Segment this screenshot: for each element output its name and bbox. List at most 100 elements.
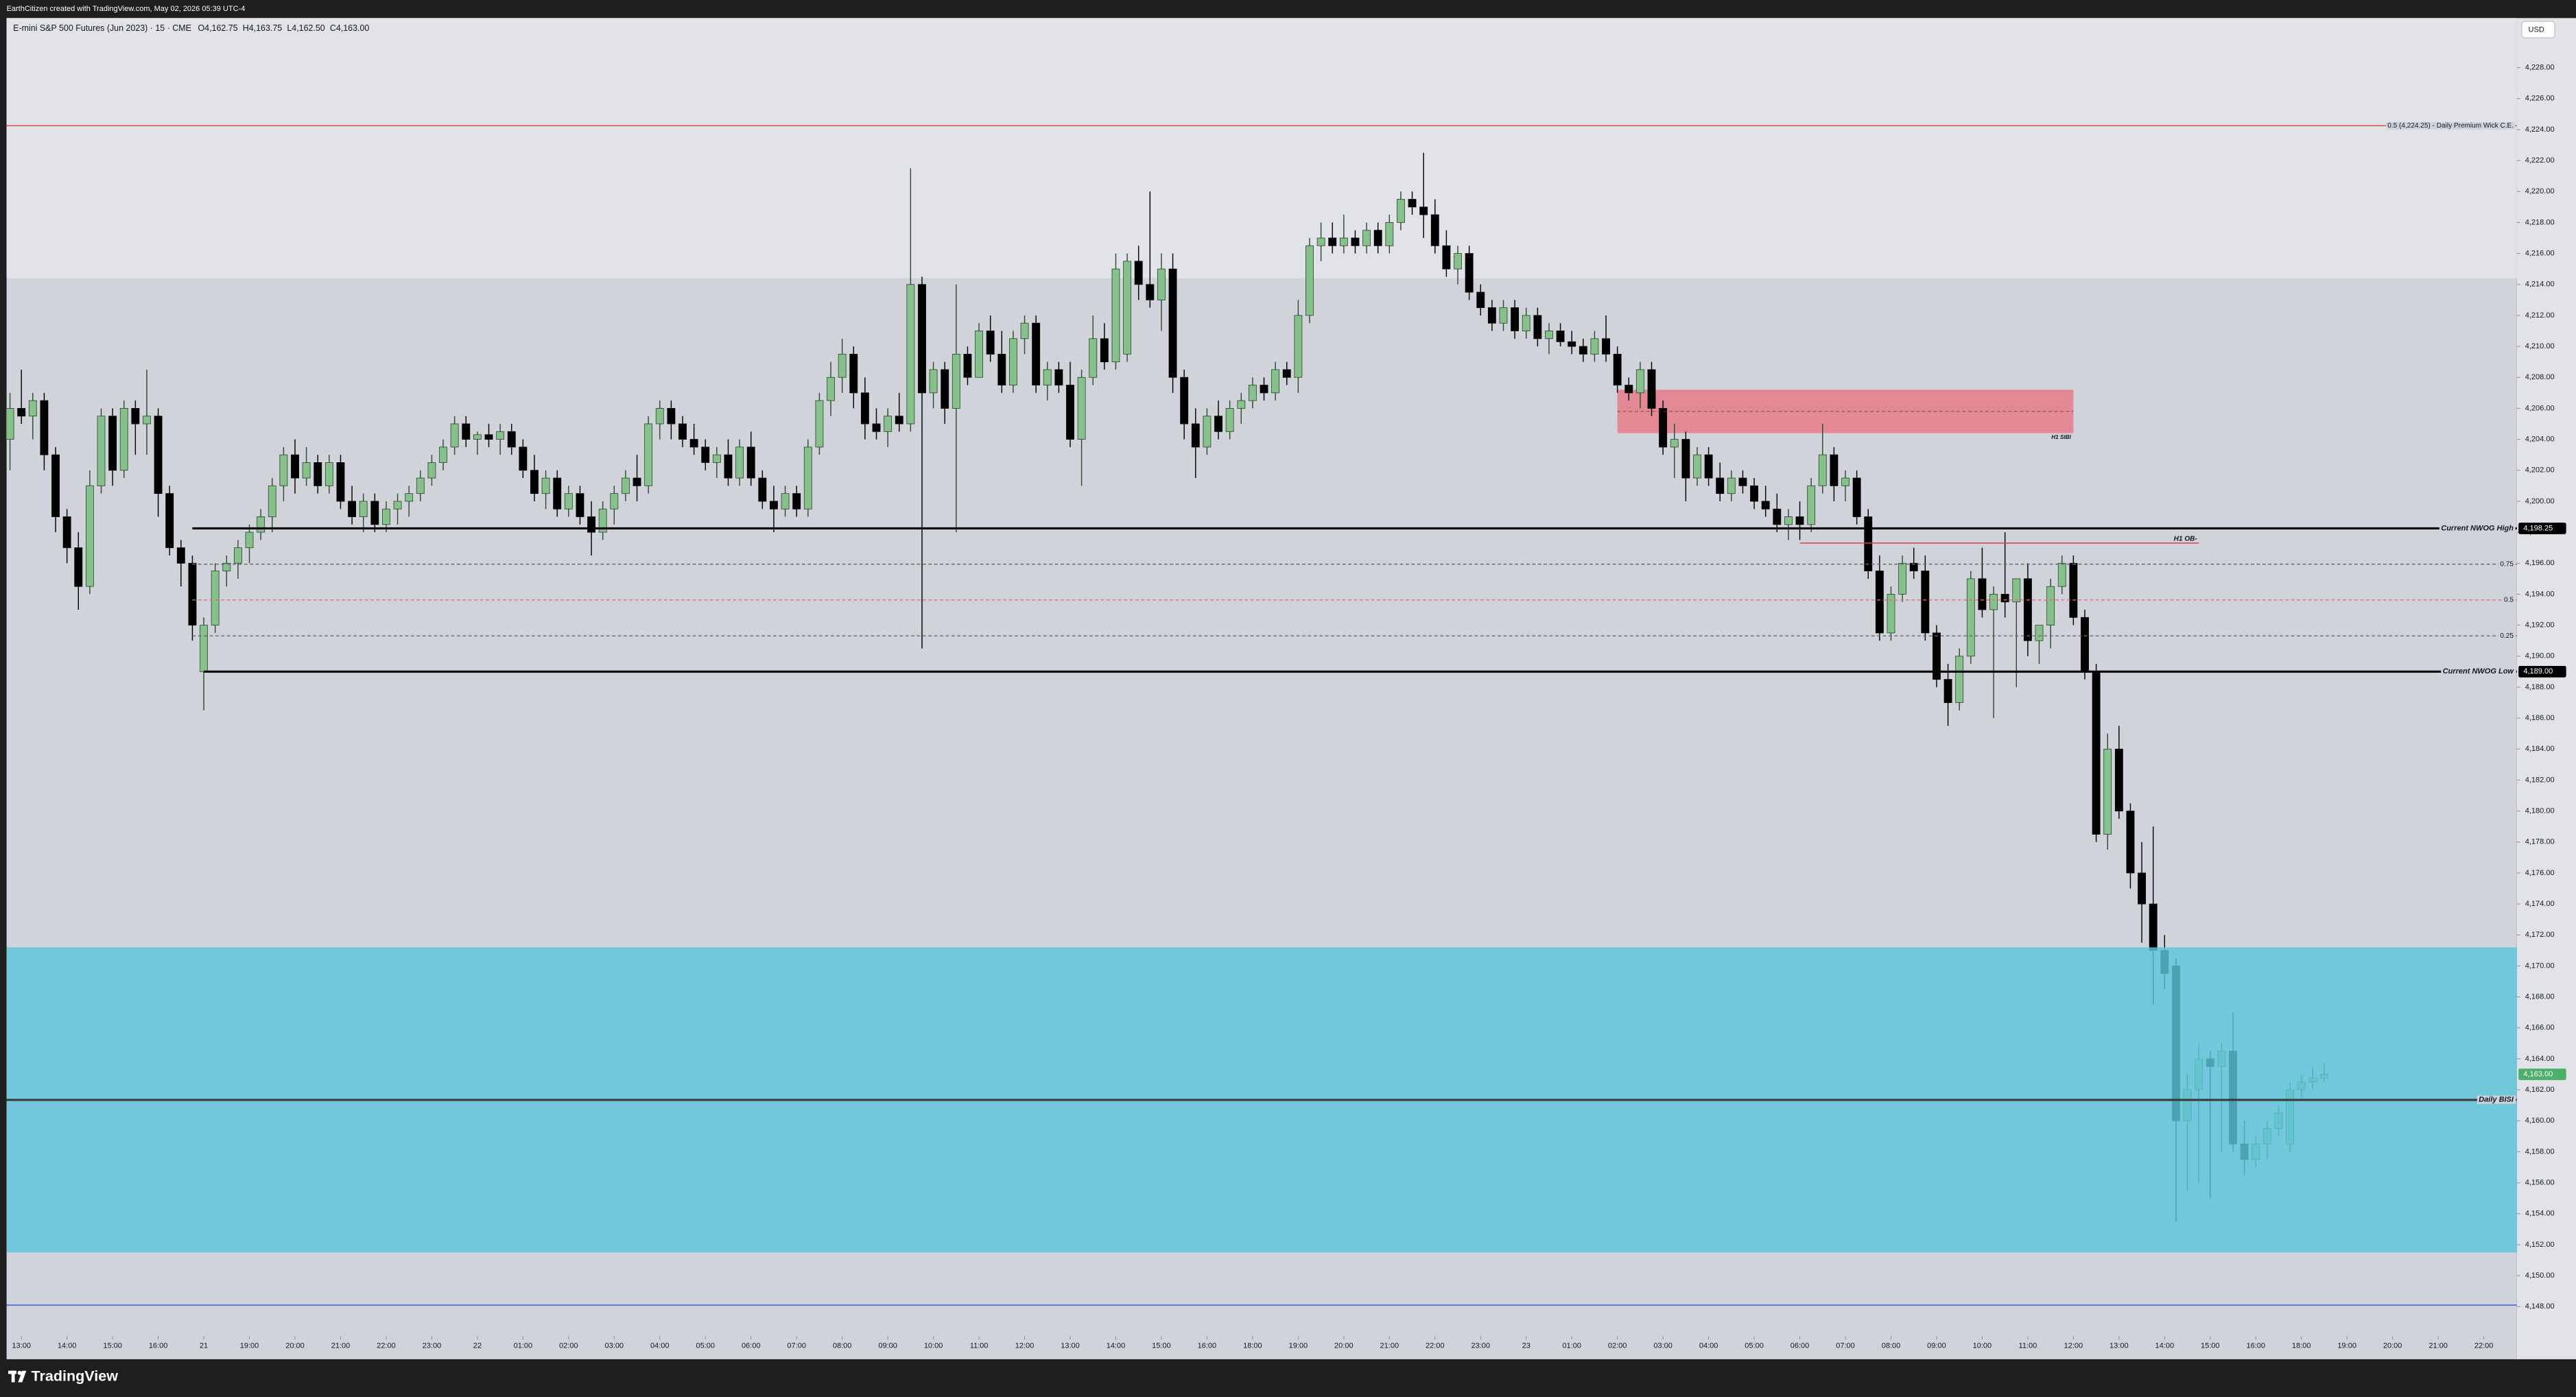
x-tick-label: 10:00 xyxy=(1973,1342,1992,1350)
x-tick-label: 14:00 xyxy=(58,1342,77,1350)
candle-body xyxy=(1351,237,1360,246)
candle-body xyxy=(2023,578,2032,641)
candle-body xyxy=(1841,477,1850,486)
candle-body xyxy=(1100,338,1109,363)
x-tick-label: 23 xyxy=(1522,1342,1531,1350)
y-tick-label: 4,188.00 xyxy=(2525,683,2555,691)
candle-body xyxy=(324,462,333,486)
candle-body xyxy=(143,416,151,425)
x-tick-label: 12:00 xyxy=(1015,1342,1035,1350)
x-tick-label: 06:00 xyxy=(742,1342,761,1350)
candle-body xyxy=(176,547,185,564)
candle-body xyxy=(1373,230,1382,246)
candle-body xyxy=(1442,245,1451,270)
candle-body xyxy=(1020,322,1029,339)
candle-body xyxy=(1157,268,1166,300)
y-tick-label: 4,180.00 xyxy=(2525,807,2555,815)
candle-body xyxy=(427,462,436,479)
candle-body xyxy=(1043,369,1052,385)
candle-body xyxy=(644,423,653,486)
candle-body xyxy=(1533,315,1542,339)
currency-box[interactable] xyxy=(2521,21,2555,38)
candle-body xyxy=(1773,508,1782,525)
candle-body xyxy=(598,508,607,533)
candle-body xyxy=(1499,307,1508,324)
candle-body xyxy=(1362,230,1371,246)
y-tick-label: 4,176.00 xyxy=(2525,869,2555,877)
candle-body xyxy=(530,470,539,494)
x-tick-label: 05:00 xyxy=(696,1342,715,1350)
candle-body xyxy=(1738,477,1747,486)
x-tick-label: 08:00 xyxy=(833,1342,852,1350)
y-tick-label: 4,208.00 xyxy=(2525,373,2555,381)
candle-body xyxy=(1328,237,1337,246)
candle-body xyxy=(884,416,893,432)
level-label: 0.25 xyxy=(2500,632,2514,640)
x-tick-label: 07:00 xyxy=(1836,1342,1855,1350)
y-tick-label: 4,168.00 xyxy=(2525,992,2555,1001)
candle-body xyxy=(2092,671,2101,835)
candle-body xyxy=(302,462,311,479)
y-tick-label: 4,222.00 xyxy=(2525,156,2555,165)
candle-body xyxy=(2057,562,2066,587)
candle-body xyxy=(746,446,755,479)
candle-body xyxy=(245,532,254,549)
candle-body xyxy=(963,353,972,378)
candle-body xyxy=(621,477,630,494)
currency[interactable]: USD xyxy=(2529,25,2544,34)
candle-body xyxy=(712,454,721,463)
last-price-label: 4,163.00 xyxy=(2523,1070,2553,1078)
x-tick-label: 19:00 xyxy=(2337,1342,2356,1350)
candle-body xyxy=(1111,268,1120,363)
x-tick-label: 13:00 xyxy=(2110,1342,2129,1350)
x-tick-label: 21 xyxy=(200,1342,208,1350)
level-label-bg xyxy=(2502,596,2516,604)
candle-body xyxy=(370,501,379,525)
x-tick-label: 09:00 xyxy=(878,1342,897,1350)
candle-body xyxy=(519,446,528,471)
x-tick-label: 13:00 xyxy=(12,1342,31,1350)
y-tick-label: 4,150.00 xyxy=(2525,1271,2555,1280)
x-tick-label: 03:00 xyxy=(1653,1342,1673,1350)
x-tick-label: 05:00 xyxy=(1745,1342,1764,1350)
level-label-bg xyxy=(2498,632,2516,640)
level-label-bg xyxy=(2385,121,2516,130)
candle-body xyxy=(1887,594,1895,634)
candle-body xyxy=(1727,477,1736,494)
candle-body xyxy=(1214,416,1222,432)
candle-body xyxy=(1875,571,1884,634)
candle-body xyxy=(1989,594,1998,610)
candle-body xyxy=(28,400,37,417)
candle-body xyxy=(62,516,71,549)
y-tick-label: 4,204.00 xyxy=(2525,435,2555,444)
candle-body xyxy=(1659,408,1668,448)
y-tick-label: 4,166.00 xyxy=(2525,1024,2555,1032)
candle-body xyxy=(1750,485,1758,502)
candle-body xyxy=(975,331,983,378)
y-tick-label: 4,184.00 xyxy=(2525,745,2555,753)
x-tick-label: 23:00 xyxy=(1471,1342,1490,1350)
x-tick-label: 16:00 xyxy=(2246,1342,2265,1350)
candle-body xyxy=(1008,338,1017,385)
y-tick-label: 4,162.00 xyxy=(2525,1086,2555,1094)
y-tick-label: 4,170.00 xyxy=(2525,962,2555,970)
candle-body xyxy=(473,434,482,440)
y-tick-label: 4,174.00 xyxy=(2525,900,2555,908)
over-layer: H1 SIBI 0.5 (4,224.25) - Daily Premium Wi… xyxy=(6,121,2517,1306)
candle-body xyxy=(1807,485,1816,525)
candle-body xyxy=(462,423,471,440)
x-tick-label: 19:00 xyxy=(1289,1342,1308,1350)
candle-body xyxy=(1635,369,1644,394)
candle-body xyxy=(279,454,288,486)
y-tick-label: 4,228.00 xyxy=(2525,64,2555,72)
level-label-bg xyxy=(2498,560,2516,569)
candle-body xyxy=(51,454,60,517)
candle-body xyxy=(1089,338,1098,378)
close: C4,163.00 xyxy=(330,23,369,33)
candle-body xyxy=(1146,284,1155,300)
candle-body xyxy=(678,423,687,440)
x-tick-label: 21:00 xyxy=(331,1342,351,1350)
candle-body xyxy=(17,408,26,417)
candle-body xyxy=(1647,369,1656,409)
candle-body xyxy=(564,493,573,510)
